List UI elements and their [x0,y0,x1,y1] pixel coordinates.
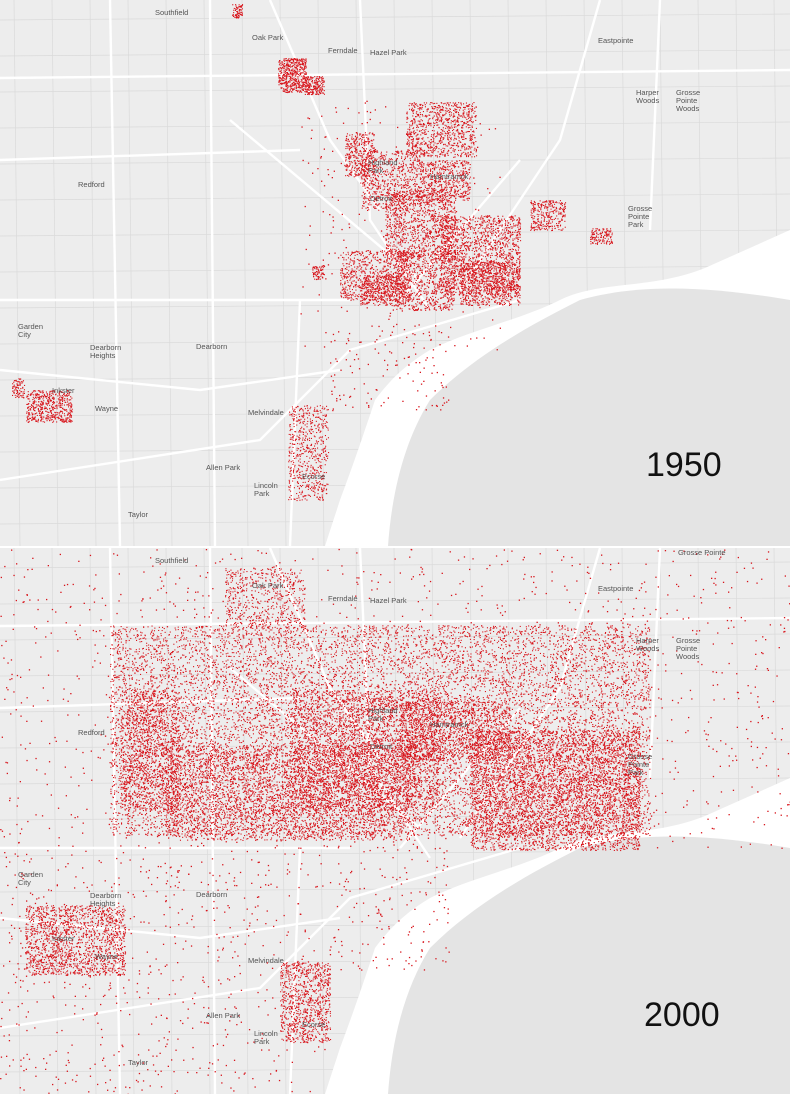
major-roads [0,548,790,1094]
population-dots [12,4,613,502]
minor-road [0,121,790,129]
minor-road [0,813,790,821]
place-label: Ecorse [302,472,325,481]
place-label: Grosse Pointe Woods [676,88,700,113]
lake-water [388,836,790,1094]
place-label: Dearborn [196,342,227,351]
place-label: Harper Woods [636,88,659,105]
place-labels: Southfield Oak Park Ferndale Hazel Park East… [18,8,700,519]
place-label: Melvindale [248,956,284,965]
place-label: Wayne [95,404,118,413]
place-label: Redford [78,728,105,737]
place-label: Oak Park [252,581,284,590]
place-label: Allen Park [206,463,240,472]
map-panel-2000: Southfield Oak Park Ferndale Hazel Park East… [0,548,790,1094]
minor-road [241,548,249,1094]
major-road [208,548,217,1094]
minor-road [51,548,59,1094]
major-road [0,298,521,482]
major-road [288,847,302,1094]
minor-road [13,0,21,546]
year-label: 2000 [644,996,720,1035]
place-label: Grosse Pointe Woods [676,636,700,661]
minor-road [127,0,135,546]
major-road [648,548,662,779]
place-label: Highland Park [368,158,398,175]
place-label: Hazel Park [370,596,407,605]
minor-road [0,265,790,273]
place-label: Grosse Pointe [678,548,726,557]
major-road [268,548,381,759]
place-label: Dearborn [196,890,227,899]
place-label: Grosse Pointe Park [628,204,652,229]
place-label: Dearborn Heights [90,343,121,360]
place-label: Highland Park [368,706,398,723]
place-label: Eastpointe [598,584,633,593]
major-road [229,667,421,829]
major-road [108,0,122,546]
minor-road [13,548,21,1094]
lake-water [388,288,790,546]
place-label: Lincoln Park [254,481,278,498]
major-road [229,119,421,281]
major-road [268,0,381,211]
place-label: Eastpointe [598,36,633,45]
place-label: Allen Park [206,1011,240,1020]
minor-road [317,548,325,1094]
major-road [108,548,122,1094]
place-label: Ferndale [328,46,358,55]
minor-road [0,561,790,569]
minor-road [0,13,790,21]
place-label: Taylor [128,510,149,519]
population-dots [0,548,790,1094]
place-label: Lincoln Park [254,1029,278,1046]
place-label: Ecorse [302,1020,325,1029]
year-label: 1950 [646,446,722,485]
minor-road [0,85,790,93]
major-road [0,68,790,80]
map-canvas-1950: Southfield Oak Park Ferndale Hazel Park East… [0,0,790,546]
place-labels: Southfield Oak Park Ferndale Hazel Park East… [18,548,726,1067]
place-label: Inkster [52,386,75,395]
map-canvas-2000: Southfield Oak Park Ferndale Hazel Park East… [0,548,790,1094]
minor-road [203,0,211,546]
major-road [288,299,302,546]
minor-road [89,0,97,546]
place-label: Hamtramck [430,720,469,729]
major-road [648,0,662,231]
place-label: Wayne [95,952,118,961]
place-label: Ferndale [328,594,358,603]
place-label: Taylor [128,1058,149,1067]
place-label: Hamtramck [430,172,469,181]
place-label: Inkster [52,934,75,943]
minor-road [0,633,790,641]
major-road [0,148,301,162]
major-road [0,846,521,1030]
place-label: Southfield [155,556,188,565]
minor-road [0,669,790,677]
place-label: Hazel Park [370,48,407,57]
place-label: Redford [78,180,105,189]
major-road [0,696,301,710]
place-label: Garden City [18,322,43,339]
place-label: Garden City [18,870,43,887]
place-label: Southfield [155,8,188,17]
major-road [0,616,790,628]
minor-road [165,0,173,546]
place-label: Detroit [370,742,393,751]
place-label: Harper Woods [636,636,659,653]
minor-road [0,157,790,165]
minor-road [279,0,287,546]
place-label: Melvindale [248,408,284,417]
place-label: Dearborn Heights [90,891,121,908]
place-label: Oak Park [252,33,284,42]
minor-road [51,0,59,546]
major-road [0,368,341,392]
map-panel-1950: Southfield Oak Park Ferndale Hazel Park East… [0,0,790,546]
place-label: Grosse Pointe Park [628,752,652,777]
major-road [208,0,217,546]
place-label: Detroit [370,194,393,203]
minor-road [241,0,249,546]
